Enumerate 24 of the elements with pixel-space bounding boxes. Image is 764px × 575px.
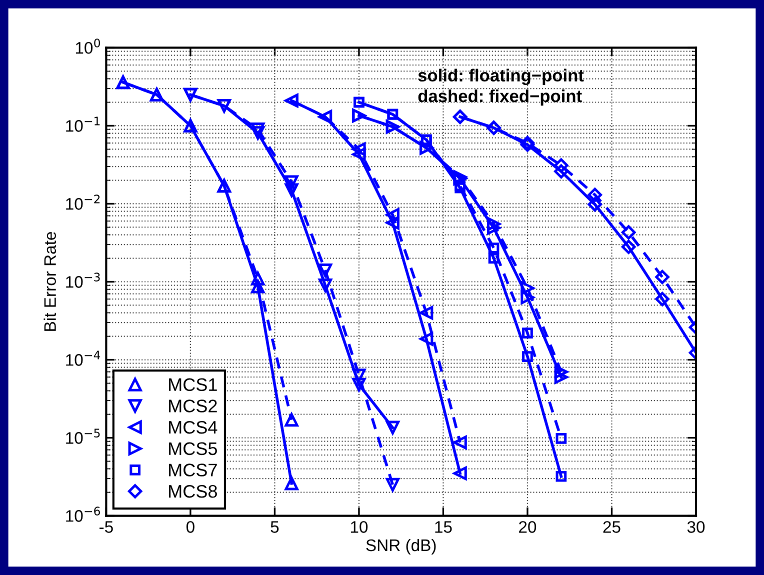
x-axis-title: SNR (dB) <box>366 538 436 554</box>
y-axis-title: Bit Error Rate <box>44 232 56 331</box>
legend-label: MCS7 <box>169 464 217 476</box>
y-tick-label: 10$^{−5}$ <box>66 428 100 444</box>
y-tick-label: 10$^{−6}$ <box>66 506 100 522</box>
y-tick-label: 10$^{−2}$ <box>66 194 100 210</box>
legend-label: MCS5 <box>169 442 217 456</box>
x-tick-label: 0 <box>186 521 194 533</box>
x-tick-label: 25 <box>603 521 620 533</box>
y-tick-label: 10$^{0}$ <box>76 38 100 54</box>
x-tick-label: 10 <box>350 521 368 533</box>
x-tick-label: -5 <box>100 521 113 533</box>
y-tick-label: 10$^{−1}$ <box>66 116 100 132</box>
legend-label: MCS1 <box>169 378 217 392</box>
annotation: solid: floating−point dashed: fixed−point <box>418 68 584 106</box>
y-tick-label: 10$^{−3}$ <box>66 272 100 288</box>
x-tick-label: 20 <box>519 521 536 533</box>
x-tick-label: 15 <box>435 521 452 533</box>
x-tick-label: 30 <box>687 521 705 533</box>
y-tick-label: 10$^{−4}$ <box>66 350 100 366</box>
legend-label: MCS8 <box>169 484 217 498</box>
x-tick-label: 5 <box>270 521 279 533</box>
legend-label: MCS2 <box>169 400 217 412</box>
legend-label: MCS4 <box>169 420 218 434</box>
